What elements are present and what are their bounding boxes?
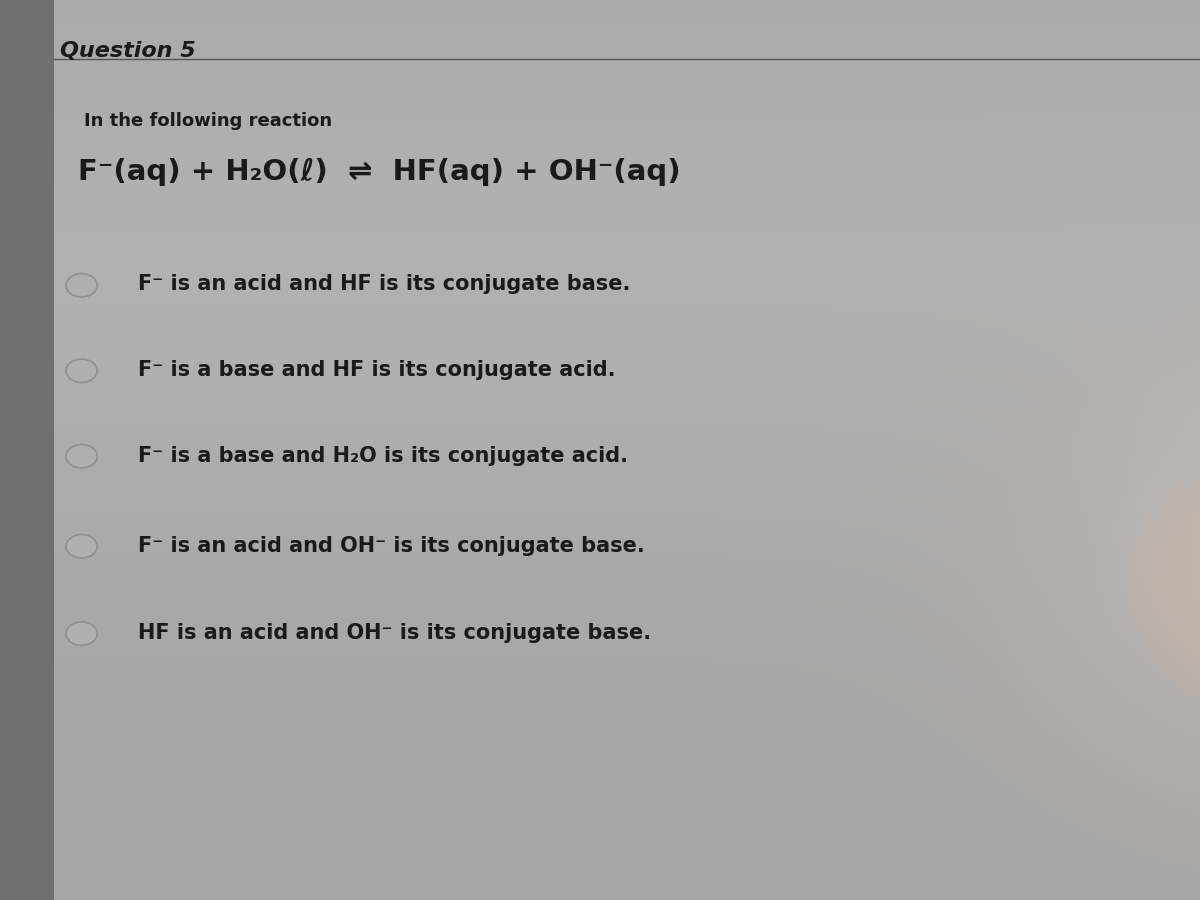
Text: F⁻(aq) + H₂O(ℓ)  ⇌  HF(aq) + OH⁻(aq): F⁻(aq) + H₂O(ℓ) ⇌ HF(aq) + OH⁻(aq) (78, 158, 680, 185)
Circle shape (66, 359, 97, 382)
Text: F⁻ is an acid and HF is its conjugate base.: F⁻ is an acid and HF is its conjugate ba… (138, 274, 630, 294)
Circle shape (66, 445, 97, 468)
Circle shape (66, 622, 97, 645)
Text: F⁻ is a base and HF is its conjugate acid.: F⁻ is a base and HF is its conjugate aci… (138, 360, 616, 380)
Text: F⁻ is an acid and OH⁻ is its conjugate base.: F⁻ is an acid and OH⁻ is its conjugate b… (138, 536, 644, 555)
Bar (0, 0, 54, 900)
Text: F⁻ is a base and H₂O is its conjugate acid.: F⁻ is a base and H₂O is its conjugate ac… (138, 446, 628, 465)
Text: Question 5: Question 5 (60, 40, 196, 60)
Circle shape (66, 274, 97, 297)
Text: In the following reaction: In the following reaction (84, 112, 332, 130)
Text: HF is an acid and OH⁻ is its conjugate base.: HF is an acid and OH⁻ is its conjugate b… (138, 623, 652, 643)
Circle shape (66, 535, 97, 558)
